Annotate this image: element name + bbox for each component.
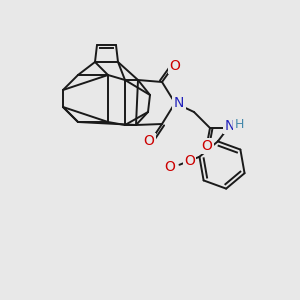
Text: O: O <box>164 160 175 174</box>
Text: O: O <box>202 139 212 153</box>
Text: N: N <box>174 96 184 110</box>
Text: O: O <box>169 59 180 73</box>
Text: O: O <box>144 134 154 148</box>
Text: O: O <box>184 154 195 168</box>
Text: N: N <box>225 119 235 133</box>
Text: H: H <box>234 118 244 130</box>
